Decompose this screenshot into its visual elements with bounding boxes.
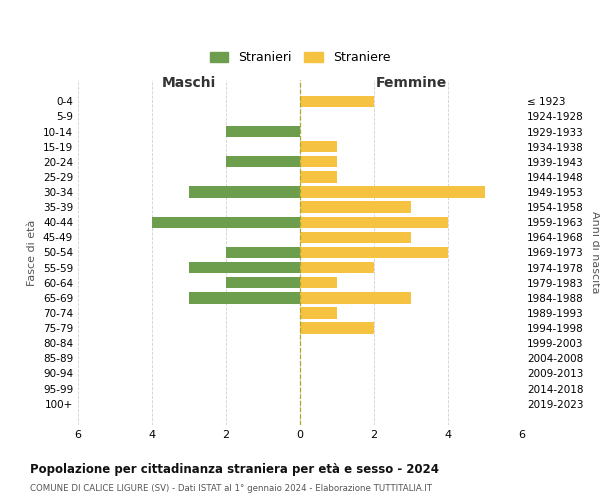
Bar [226,277,300,288]
Bar [300,96,374,107]
Bar [300,277,337,288]
Bar [300,186,485,198]
Bar [300,292,411,304]
Bar [189,186,300,198]
Bar [300,322,374,334]
Bar [226,156,300,168]
Bar [300,216,448,228]
Bar [226,126,300,137]
Text: COMUNE DI CALICE LIGURE (SV) - Dati ISTAT al 1° gennaio 2024 - Elaborazione TUTT: COMUNE DI CALICE LIGURE (SV) - Dati ISTA… [30,484,432,493]
Bar [300,262,374,274]
Text: Maschi: Maschi [162,76,216,90]
Bar [189,262,300,274]
Bar [152,216,300,228]
Bar [300,156,337,168]
Text: Popolazione per cittadinanza straniera per età e sesso - 2024: Popolazione per cittadinanza straniera p… [30,462,439,475]
Y-axis label: Anni di nascita: Anni di nascita [590,211,600,294]
Bar [300,141,337,152]
Bar [226,247,300,258]
Y-axis label: Fasce di età: Fasce di età [28,220,37,286]
Text: Femmine: Femmine [376,76,446,90]
Bar [300,308,337,318]
Bar [189,292,300,304]
Bar [300,247,448,258]
Legend: Stranieri, Straniere: Stranieri, Straniere [203,45,397,70]
Bar [300,232,411,243]
Bar [300,172,337,182]
Bar [300,202,411,213]
